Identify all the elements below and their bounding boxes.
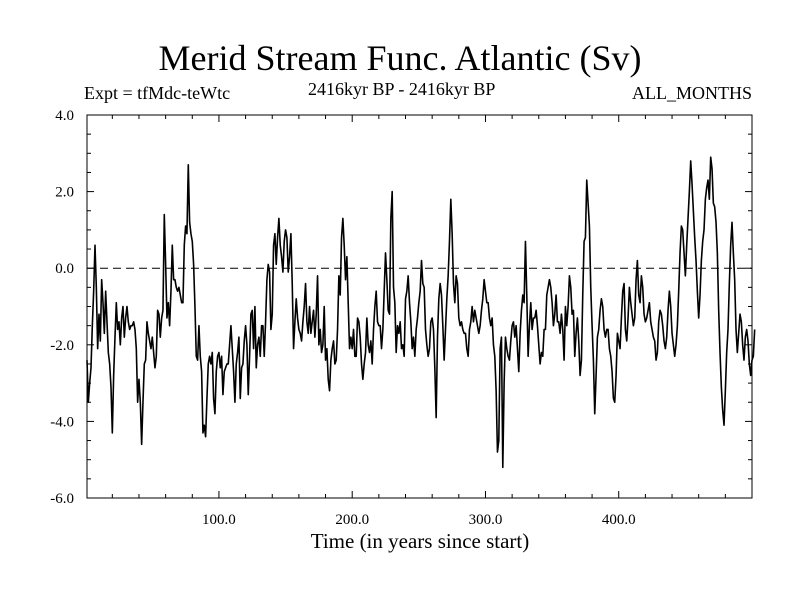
y-tick-label: 0.0 xyxy=(55,261,74,277)
x-tick-label: 400.0 xyxy=(602,512,636,528)
y-tick-label: 2.0 xyxy=(55,185,74,201)
y-tick-label: -6.0 xyxy=(50,491,74,507)
x-tick-label: 100.0 xyxy=(202,512,236,528)
period-label: 2416kyr BP - 2416kyr BP xyxy=(308,79,496,99)
experiment-label: Expt = tfMdc-teWtc xyxy=(84,83,231,103)
x-tick-label: 200.0 xyxy=(335,512,369,528)
y-tick-label: -2.0 xyxy=(50,338,74,354)
series-line-0 xyxy=(86,156,756,469)
months-label: ALL_MONTHS xyxy=(632,83,752,103)
x-tick-label: 300.0 xyxy=(469,512,503,528)
y-tick-label: -4.0 xyxy=(50,414,74,430)
x-axis-label: Time (in years since start) xyxy=(310,529,530,553)
chart-title: Merid Stream Func. Atlantic (Sv) xyxy=(158,38,642,78)
y-tick-label: 4.0 xyxy=(55,108,74,124)
plot-frame xyxy=(86,114,753,499)
